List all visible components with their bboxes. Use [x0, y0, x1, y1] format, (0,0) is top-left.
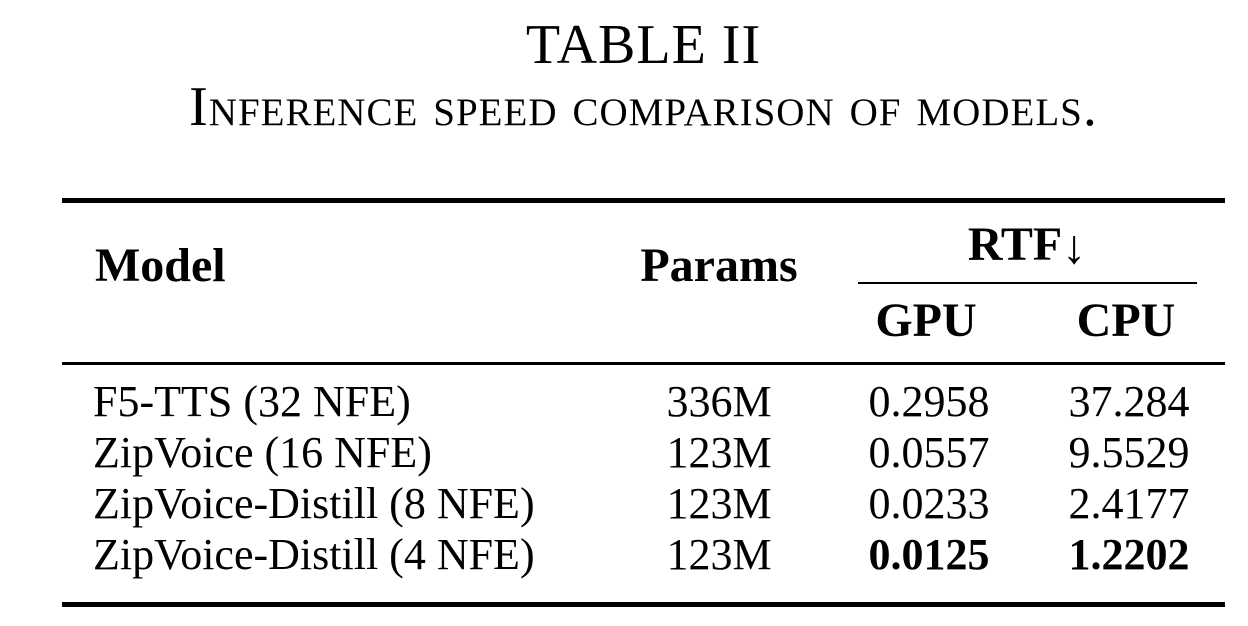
gpu-rtf-cell-best: 0.0125 — [868, 530, 990, 579]
rtf-label: RTF — [967, 218, 1063, 271]
rtf-group-rule — [858, 282, 1197, 284]
gpu-rtf-cell: 0.0557 — [868, 428, 990, 477]
model-cell: F5-TTS (32 NFE) — [93, 377, 411, 426]
table-subtitle: Inference speed comparison of models. — [189, 76, 1098, 138]
model-cell: ZipVoice (16 NFE) — [93, 428, 432, 477]
cpu-rtf-cell: 2.4177 — [1068, 479, 1190, 528]
column-header-gpu: GPU — [875, 294, 977, 347]
table-title: TABLE II — [525, 14, 762, 76]
column-header-params: Params — [640, 239, 798, 292]
column-header-cpu: CPU — [1076, 294, 1176, 347]
table-mid-rule — [62, 362, 1225, 365]
params-cell: 123M — [666, 428, 772, 477]
model-cell: ZipVoice-Distill (8 NFE) — [93, 479, 535, 528]
table-bottom-rule — [62, 602, 1225, 607]
down-arrow-icon: ↓ — [1062, 221, 1087, 274]
params-cell: 123M — [666, 479, 772, 528]
params-cell: 123M — [666, 530, 772, 579]
column-header-model: Model — [95, 239, 226, 292]
column-header-rtf-group: RTF↓ — [967, 218, 1086, 272]
model-cell: ZipVoice-Distill (4 NFE) — [93, 530, 535, 579]
params-cell: 336M — [666, 377, 772, 426]
gpu-rtf-cell: 0.2958 — [868, 377, 990, 426]
cpu-rtf-cell: 37.284 — [1068, 377, 1190, 426]
gpu-rtf-cell: 0.0233 — [868, 479, 990, 528]
cpu-rtf-cell-best: 1.2202 — [1068, 530, 1190, 579]
cpu-rtf-cell: 9.5529 — [1068, 428, 1190, 477]
table-top-rule — [62, 198, 1225, 203]
